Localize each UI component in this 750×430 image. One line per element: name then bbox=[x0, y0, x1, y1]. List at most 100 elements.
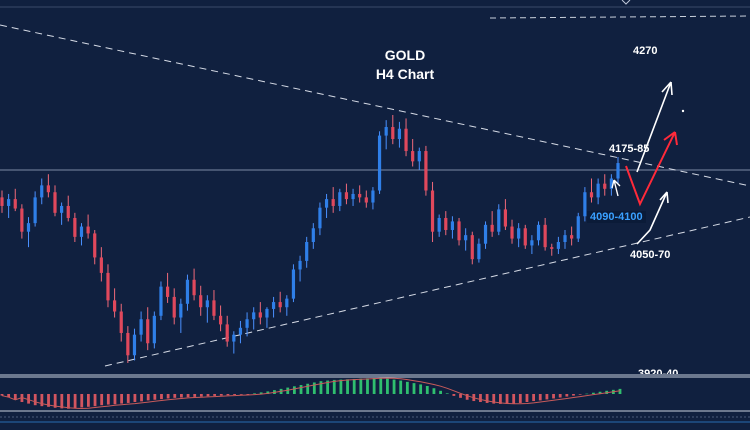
candle-body bbox=[79, 226, 84, 237]
candle-body bbox=[596, 183, 600, 198]
candle-body bbox=[570, 235, 574, 239]
candle-body bbox=[331, 199, 335, 206]
candle-body bbox=[371, 190, 375, 203]
oscillator-bar bbox=[366, 378, 369, 394]
oscillator-bar bbox=[492, 394, 496, 404]
candle-body bbox=[417, 151, 421, 162]
oscillator-bar bbox=[299, 385, 303, 394]
candle-body bbox=[497, 209, 501, 232]
oscillator-bar bbox=[306, 383, 310, 394]
candle-body bbox=[550, 247, 554, 249]
candle-body bbox=[119, 311, 123, 333]
projection-arrows bbox=[611, 81, 685, 245]
candle-body bbox=[517, 228, 521, 239]
candle-body bbox=[46, 185, 50, 193]
oscillator-bar bbox=[545, 394, 549, 400]
oscillator-bar bbox=[53, 394, 57, 408]
candle-body bbox=[0, 197, 4, 206]
candle-body bbox=[152, 315, 156, 344]
candle-body bbox=[99, 257, 103, 273]
oscillator-bar bbox=[392, 379, 396, 394]
candle-body bbox=[364, 197, 368, 203]
candle-body bbox=[424, 151, 428, 191]
candle-body bbox=[53, 192, 57, 213]
candle-body bbox=[358, 193, 362, 198]
oscillator-bar bbox=[113, 394, 117, 405]
candle-body bbox=[377, 135, 382, 191]
oscillator-bar bbox=[372, 378, 376, 394]
oscillator-bar bbox=[60, 394, 64, 409]
candle-body bbox=[589, 192, 594, 198]
oscillator-bar bbox=[505, 394, 509, 404]
candle-body bbox=[523, 228, 527, 246]
oscillator-bar bbox=[618, 388, 622, 394]
candle-body bbox=[218, 315, 223, 325]
oscillator-bar bbox=[312, 382, 316, 394]
white-target-arrow-line bbox=[636, 81, 672, 173]
candle-body bbox=[437, 217, 441, 232]
candle-body bbox=[113, 300, 117, 312]
candle-body bbox=[126, 332, 130, 356]
oscillator-bar bbox=[572, 394, 575, 396]
candle-body bbox=[457, 221, 461, 241]
candle-body bbox=[139, 319, 143, 335]
oscillator-bar bbox=[146, 394, 150, 401]
candle-body bbox=[576, 216, 580, 239]
dot-marker bbox=[681, 109, 685, 113]
oscillator-bar bbox=[598, 391, 602, 394]
oscillator-bar bbox=[352, 378, 356, 394]
oscillator-bar bbox=[27, 394, 30, 404]
candle-body bbox=[291, 269, 296, 299]
oscillator-bar bbox=[419, 384, 423, 394]
candle-body bbox=[490, 224, 494, 232]
candle-body bbox=[232, 334, 236, 342]
candle-body bbox=[510, 226, 514, 239]
candle-body bbox=[26, 223, 31, 232]
candle-body bbox=[411, 151, 415, 162]
oscillator-bar bbox=[226, 394, 230, 396]
oscillator-bar bbox=[253, 393, 256, 394]
oscillator-bar bbox=[379, 378, 383, 394]
oscillator-bar bbox=[120, 394, 124, 404]
candle-body bbox=[298, 260, 302, 270]
candle-body bbox=[192, 279, 196, 296]
candle-body bbox=[338, 192, 342, 206]
red-path-arrow-line bbox=[625, 131, 676, 207]
candle-body bbox=[583, 192, 587, 217]
chart-title: GOLD bbox=[384, 47, 426, 63]
candle-body bbox=[205, 300, 209, 308]
candle-body bbox=[159, 286, 163, 316]
oscillator-bar bbox=[160, 394, 163, 400]
support-label: 4050-70 bbox=[630, 249, 671, 261]
oscillator-bar bbox=[326, 380, 330, 394]
candle-body bbox=[245, 319, 249, 328]
oscillator-histogram bbox=[0, 378, 622, 409]
oscillator-bar bbox=[193, 394, 197, 397]
scroll-marker-icon bbox=[621, 0, 631, 5]
oscillator-bar bbox=[153, 394, 157, 400]
oscillator-bar bbox=[173, 394, 177, 398]
candle-body bbox=[265, 308, 269, 318]
oscillator-bar bbox=[518, 394, 522, 403]
oscillator-bar bbox=[552, 394, 555, 399]
oscillator-bar bbox=[286, 387, 290, 394]
oscillator-bar bbox=[538, 394, 542, 401]
oscillator-bar bbox=[439, 390, 442, 394]
oscillator-bar bbox=[233, 394, 236, 395]
candle-body bbox=[404, 128, 408, 152]
oscillator-bar bbox=[558, 394, 562, 398]
bounce-arrow bbox=[611, 179, 621, 197]
oscillator-bar bbox=[100, 394, 104, 406]
candle-body bbox=[225, 324, 229, 342]
candle-body bbox=[324, 199, 329, 208]
candle-body bbox=[430, 190, 435, 232]
oscillator-bar bbox=[266, 391, 270, 394]
oscillator-bar bbox=[425, 386, 429, 394]
candle-body bbox=[60, 205, 64, 213]
candle-body bbox=[212, 300, 216, 316]
candle-body bbox=[477, 243, 481, 260]
candle-body bbox=[397, 128, 402, 140]
oscillator-bar bbox=[7, 394, 11, 398]
oscillator-bar bbox=[412, 383, 416, 394]
candle-body bbox=[7, 199, 11, 206]
